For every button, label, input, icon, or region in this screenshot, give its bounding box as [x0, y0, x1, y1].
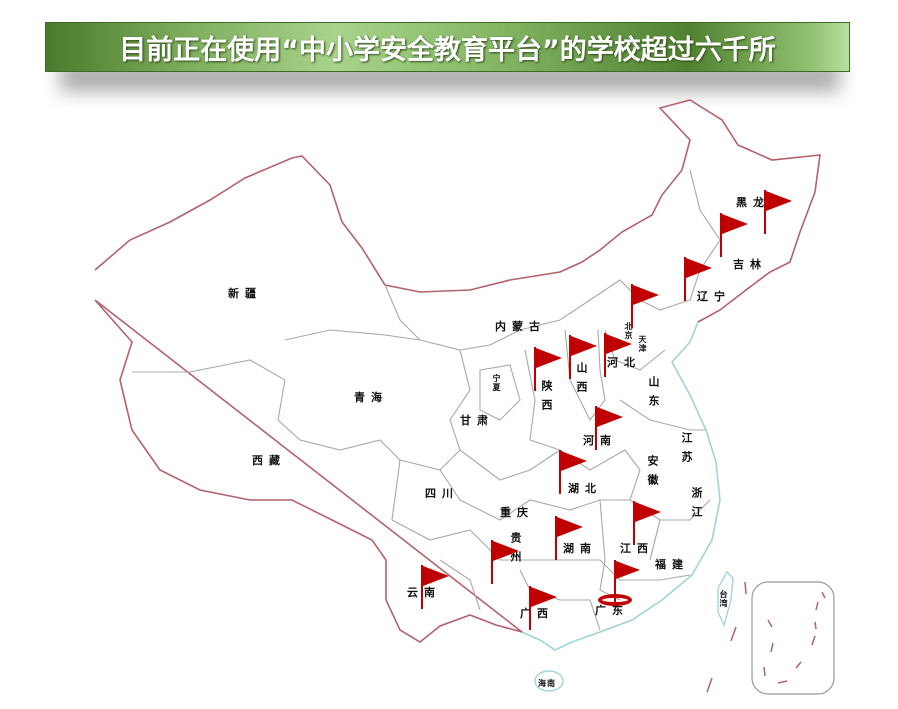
label-sichuan: 四川: [425, 487, 459, 500]
coastline: [521, 321, 721, 651]
label-anhui: 安徽: [646, 455, 659, 493]
label-jiangsu: 江苏: [680, 432, 693, 470]
red-flag-icon: [491, 540, 521, 584]
south-china-sea-inset: [751, 581, 835, 695]
taiwan-island: [717, 570, 734, 627]
red-flag-icon: [421, 565, 451, 609]
label-guangxi: 广西: [520, 607, 554, 620]
label-liaoning: 辽宁: [697, 290, 731, 303]
red-flag-icon: [764, 190, 794, 234]
red-flag-icon: [604, 333, 634, 377]
label-zhejiang: 浙江: [690, 487, 703, 525]
label-henan: 河南: [583, 434, 617, 447]
southwest-border: [94, 299, 523, 643]
hainan-island: [534, 670, 564, 692]
label-shaanxi: 陕西: [540, 380, 553, 418]
label-jiangxi: 江西: [620, 542, 654, 555]
label-taiwan: 台湾: [719, 590, 729, 608]
red-flag-icon: [559, 450, 589, 494]
label-chongqing: 重庆: [500, 506, 534, 519]
label-shandong: 山东: [647, 376, 660, 414]
label-qinghai: 青海: [354, 391, 388, 404]
label-jilin: 吉林: [733, 258, 767, 271]
page-title: 目前正在使用“中小学安全教育平台”的学校超过六千所: [119, 34, 776, 66]
red-flag-icon: [614, 560, 644, 604]
label-tianjin: 天津: [638, 335, 648, 353]
red-flag-icon: [569, 335, 599, 379]
label-hebei: 河北: [607, 356, 641, 369]
label-neimenggu: 内蒙古: [495, 320, 546, 333]
label-hubei: 湖北: [568, 482, 602, 495]
label-fujian: 福建: [655, 558, 689, 571]
label-shanxi: 山西: [575, 362, 588, 400]
red-flag-icon: [529, 586, 559, 630]
label-beijing: 北京: [624, 322, 634, 340]
title-banner: 目前正在使用“中小学安全教育平台”的学校超过六千所: [45, 22, 850, 72]
red-flag-icon: [633, 501, 663, 545]
red-flag-icon: [631, 284, 661, 328]
label-heilongjiang: 黑龙: [736, 196, 770, 209]
label-guangdong: 广东: [595, 604, 629, 617]
red-flag-icon: [595, 406, 625, 450]
red-flag-icon: [555, 516, 585, 560]
red-flag-icon: [684, 257, 714, 301]
country-outline: [94, 99, 821, 323]
label-xizang: 西藏: [252, 454, 286, 467]
label-gansu: 甘肃: [460, 414, 494, 427]
label-ningxia: 宁夏: [492, 374, 502, 392]
label-hainan: 海南: [538, 678, 556, 688]
red-flag-icon: [720, 213, 750, 257]
red-flag-icon: [534, 347, 564, 391]
label-xinjiang: 新疆: [228, 287, 262, 300]
label-hunan: 湖南: [563, 542, 597, 555]
nine-dash-line: [706, 581, 826, 693]
